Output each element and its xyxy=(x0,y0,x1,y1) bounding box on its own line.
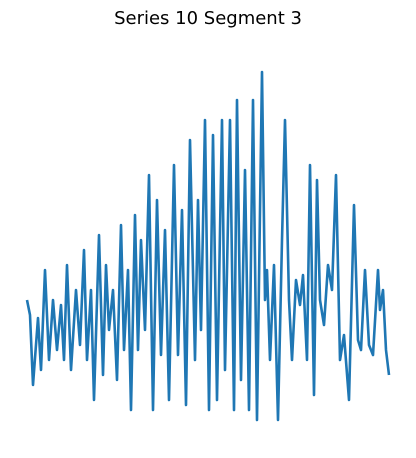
chart-title: Series 10 Segment 3 xyxy=(114,8,302,29)
series-line xyxy=(25,70,391,422)
